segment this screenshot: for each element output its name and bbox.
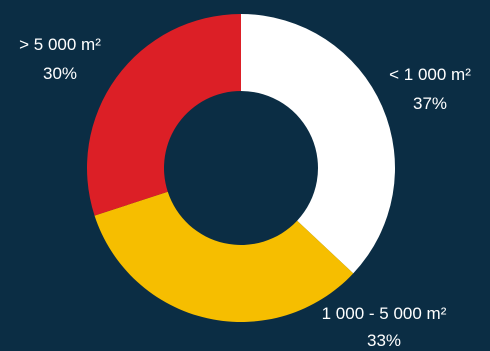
slice-label-medium: 1 000 - 5 000 m² <box>322 304 447 323</box>
slice-value-medium: 33% <box>367 331 401 350</box>
slice-medium <box>94 191 354 322</box>
donut-slices <box>86 14 395 322</box>
slice-large <box>86 14 241 216</box>
slice-labels: < 1 000 m² 37% 1 000 - 5 000 m² 33% > 5 … <box>19 35 471 350</box>
slice-label-large: > 5 000 m² <box>19 35 101 54</box>
slice-small <box>241 14 395 274</box>
slice-label-small: < 1 000 m² <box>389 65 471 84</box>
slice-value-small: 37% <box>413 94 447 113</box>
slice-value-large: 30% <box>43 64 77 83</box>
